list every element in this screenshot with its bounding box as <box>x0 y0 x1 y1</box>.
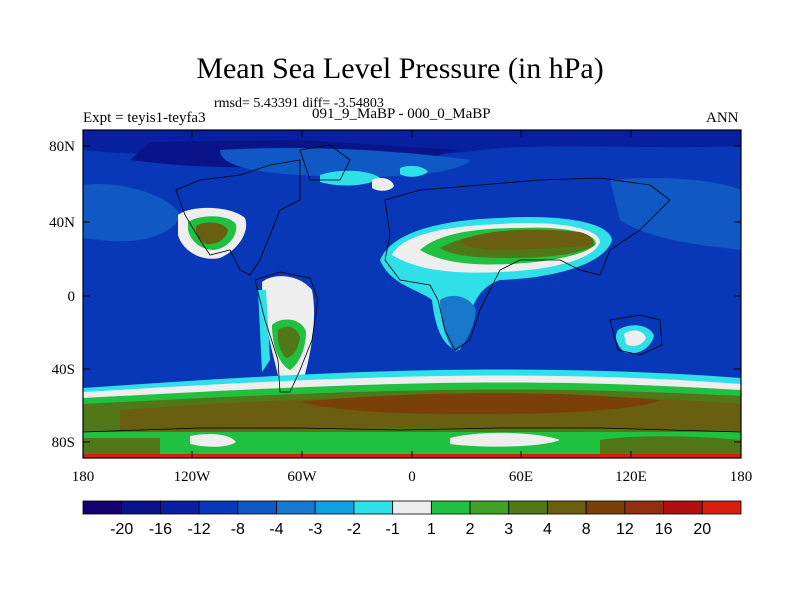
field-antarctic-green <box>83 432 741 458</box>
colorbar-swatch <box>663 500 703 515</box>
field-south-america-olive <box>277 326 300 358</box>
field-antarctic-white-b <box>450 432 560 447</box>
x-tick-label: 0 <box>408 469 416 485</box>
colorbar-swatch <box>392 500 432 515</box>
field-south-america-edge <box>258 290 270 372</box>
field-australia-white <box>624 330 646 346</box>
field-antarctic-olive-west <box>83 438 160 458</box>
colorbar-swatch <box>121 500 161 515</box>
colorbar-swatch <box>314 500 355 515</box>
colorbar-swatch <box>353 500 394 515</box>
colorbar-label: -2 <box>347 521 361 538</box>
field-arctic-cyan-a <box>320 170 380 186</box>
x-tick-label: 60E <box>509 469 533 485</box>
field-antarctic-white-a <box>190 434 236 447</box>
y-tick-label: 40S <box>52 362 75 378</box>
colorbar-swatch <box>469 500 510 515</box>
colorbar-label: 16 <box>655 521 673 538</box>
x-tick-label: 120W <box>174 469 212 485</box>
colorbar-label: 1 <box>427 521 436 538</box>
colorbar-swatch <box>198 500 239 515</box>
colorbar-label: 20 <box>693 521 711 538</box>
colorbar-label: -3 <box>308 521 322 538</box>
y-tick-label: 80N <box>49 139 75 155</box>
colorbar-label: 3 <box>504 521 513 538</box>
x-tick-label: 180 <box>730 469 753 485</box>
x-tick-label: 120E <box>615 469 647 485</box>
field-npacific-light <box>83 184 180 242</box>
colorbar-swatch <box>701 500 742 515</box>
colorbar-label: 12 <box>616 521 634 538</box>
x-tick-label: 180 <box>72 469 95 485</box>
field-arctic-white-a <box>372 178 394 191</box>
colorbar-swatch <box>237 500 277 515</box>
colorbar-label: -8 <box>231 521 245 538</box>
colorbar-label: 4 <box>543 521 552 538</box>
colorbar-label: 2 <box>466 521 475 538</box>
pressure-field <box>83 130 741 458</box>
field-wpacific-light <box>610 178 741 250</box>
colorbar-swatch <box>82 500 123 515</box>
y-tick-labels: 80N 40N 0 40S 80S <box>49 139 75 451</box>
colorbar-label: -16 <box>149 521 172 538</box>
colorbar <box>82 500 742 515</box>
axis-tick-marks <box>83 130 741 458</box>
field-north-america-brown <box>195 222 228 245</box>
colorbar-label: -4 <box>269 521 283 538</box>
rmsd-diff-stats: rmsd= 5.43391 diff= -3.54803 <box>214 96 384 111</box>
colorbar-swatch <box>160 500 200 515</box>
colorbar-label: -12 <box>188 521 211 538</box>
colorbar-label: -20 <box>110 521 133 538</box>
y-tick-label: 80S <box>52 435 75 451</box>
field-arctic-cyan-b <box>400 165 428 177</box>
field-southern-deep-brown <box>300 393 660 414</box>
colorbar-swatch <box>508 500 548 515</box>
colorbar-label: -1 <box>386 521 400 538</box>
x-tick-labels: 180 120W 60W 0 60E 120E 180 <box>72 469 753 485</box>
colorbar-swatch <box>547 500 587 515</box>
y-tick-label: 40N <box>49 215 75 231</box>
period-subtitle: 091_9_MaBP - 000_0_MaBP <box>312 106 491 122</box>
colorbar-swatch <box>585 500 626 515</box>
season-label: ANN <box>706 110 739 126</box>
experiment-label: Expt = teyis1-teyfa3 <box>83 110 206 126</box>
x-tick-label: 60W <box>287 469 317 485</box>
field-eurasia-brown <box>462 229 594 250</box>
colorbar-swatch <box>276 500 316 515</box>
colorbar-swatch <box>624 500 664 515</box>
coastlines <box>83 144 741 433</box>
colorbar-label: 8 <box>582 521 591 538</box>
map-title: Mean Sea Level Pressure (in hPa) <box>196 52 604 85</box>
colorbar-swatch <box>430 500 471 515</box>
field-antarctic-olive <box>600 436 741 458</box>
colorbar-labels: -20 -16 -12 -8 -4 -3 -2 -1 1 2 3 4 8 12 16 20 <box>110 521 711 538</box>
y-tick-label: 0 <box>68 289 76 305</box>
